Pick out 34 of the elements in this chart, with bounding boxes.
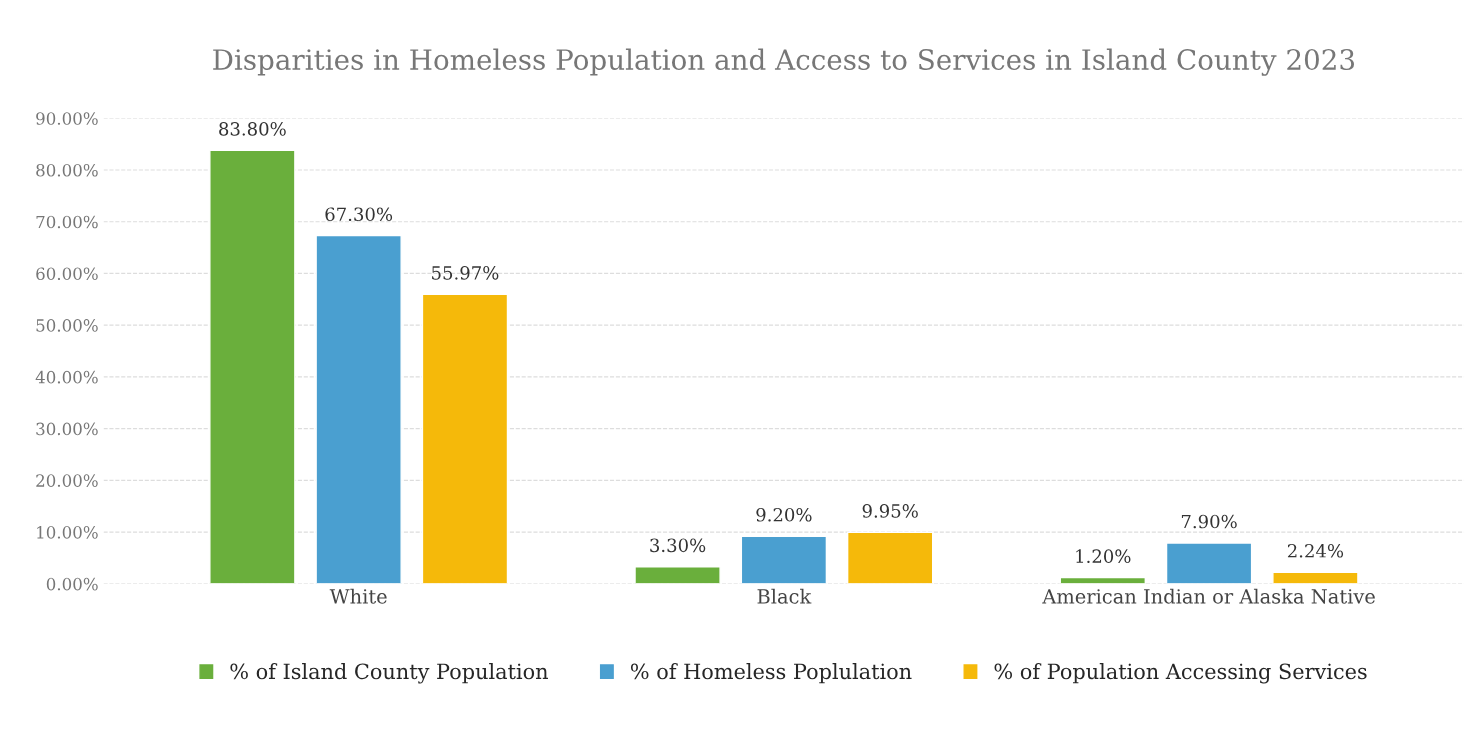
- x-tick-label: Black: [757, 588, 812, 604]
- bar: [421, 293, 509, 584]
- y-tick-label: 80.00%: [36, 163, 98, 177]
- data-label: 2.24%: [1287, 543, 1344, 558]
- data-label: 9.20%: [756, 507, 812, 522]
- bar: [315, 234, 402, 584]
- bar: [846, 531, 934, 584]
- bar: [634, 566, 721, 584]
- data-label: 3.30%: [650, 538, 706, 553]
- bar: [1272, 571, 1359, 584]
- data-label: 9.95%: [862, 504, 918, 518]
- y-tick-label: 50.00%: [36, 319, 98, 332]
- y-tick-label: 10.00%: [37, 526, 98, 539]
- y-tick-label: 40.00%: [35, 370, 98, 384]
- x-tick-label: American Indian or Alaska Native: [1042, 588, 1375, 604]
- data-label: 55.97%: [432, 266, 499, 280]
- data-label: 83.80%: [219, 122, 286, 136]
- legend-label: % of Homeless Poplulation: [630, 663, 912, 684]
- data-label: 67.30%: [325, 207, 393, 222]
- bar: [209, 149, 296, 584]
- y-tick-label: 20.00%: [36, 474, 98, 487]
- y-tick-label: 60.00%: [36, 267, 98, 280]
- y-tick-label: 0.00%: [46, 577, 98, 591]
- y-tick-label: 90.00%: [36, 112, 98, 125]
- y-tick-label: 30.00%: [36, 422, 98, 436]
- legend-label: % of Population Accessing Services: [994, 663, 1367, 684]
- bar: [1165, 542, 1253, 584]
- data-label: 7.90%: [1181, 514, 1237, 529]
- data-label: 1.20%: [1076, 549, 1131, 563]
- chart-title: Disparities in Homeless Population and Access to Services in Island County 2023: [213, 48, 1355, 76]
- bar: [740, 535, 828, 584]
- x-tick-label: White: [329, 588, 387, 604]
- legend-label: % of Island County Population: [230, 663, 548, 684]
- y-tick-label: 70.00%: [36, 215, 98, 229]
